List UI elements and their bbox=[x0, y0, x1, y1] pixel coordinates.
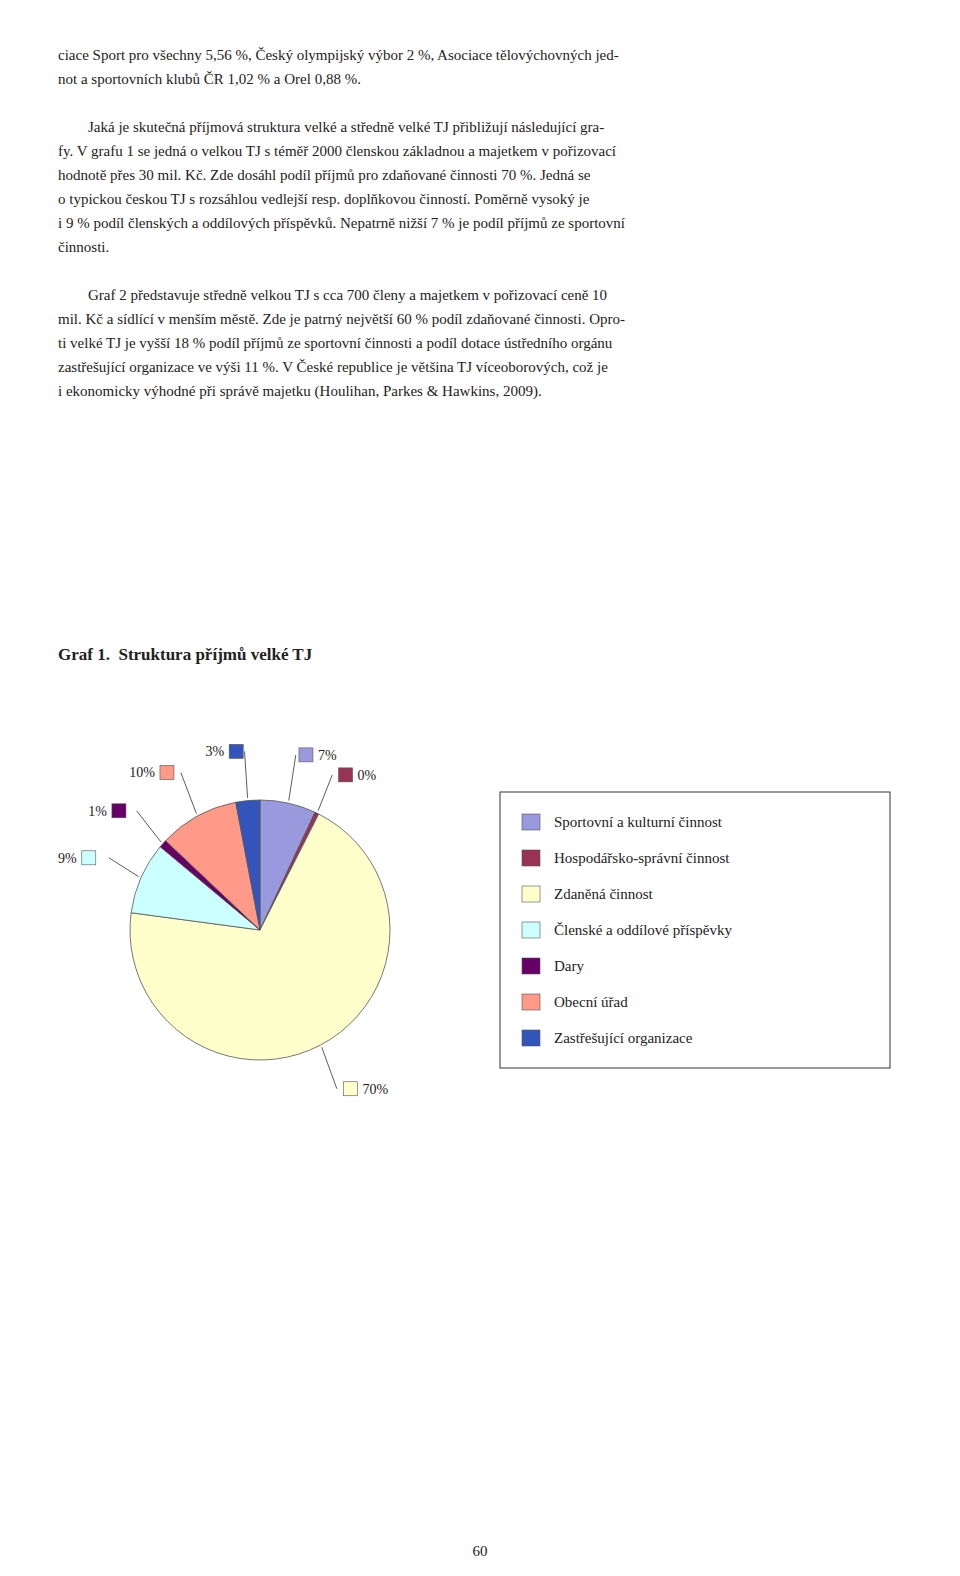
page-number: 60 bbox=[473, 1543, 488, 1559]
data-label: 0% bbox=[358, 768, 377, 783]
leader-line bbox=[245, 751, 248, 798]
body-line: ciace Sport pro všechny 5,56 %, Český ol… bbox=[58, 47, 619, 63]
body-line: činnosti. bbox=[58, 239, 109, 255]
label-swatch bbox=[344, 1082, 358, 1096]
legend: Sportovní a kulturní činnost Hospodářsko-… bbox=[500, 792, 890, 1068]
legend-entry: Hospodářsko-správní činnost bbox=[554, 850, 730, 866]
body-line: zastřešující organizace ve výši 11 %. V … bbox=[58, 359, 608, 375]
leader-line bbox=[181, 773, 197, 814]
data-label: 1% bbox=[88, 804, 107, 819]
legend-entry: Zdaněná činnost bbox=[554, 886, 654, 902]
legend-swatch bbox=[522, 958, 540, 974]
data-label: 7% bbox=[318, 748, 337, 763]
data-label: 70% bbox=[363, 1082, 389, 1097]
legend-swatch bbox=[522, 994, 540, 1010]
legend-entry: Zastřešující organizace bbox=[554, 1030, 693, 1046]
body-line: not a sportovních klubů ČR 1,02 % a Orel… bbox=[58, 71, 361, 87]
data-label: 3% bbox=[206, 744, 225, 759]
label-swatch bbox=[299, 748, 313, 762]
legend-box bbox=[500, 792, 890, 1068]
legend-entry: Sportovní a kulturní činnost bbox=[554, 814, 723, 830]
label-swatch bbox=[112, 804, 126, 818]
body-line: o typickou českou TJ s rozsáhlou vedlejš… bbox=[58, 191, 590, 207]
data-labels: 7% 0% 70% 9% 1% 10% 3% bbox=[58, 744, 388, 1096]
label-swatch bbox=[160, 766, 174, 780]
data-label: 9% bbox=[58, 851, 77, 866]
leader-line bbox=[137, 811, 161, 842]
legend-entry: Obecní úřad bbox=[554, 994, 628, 1010]
slices bbox=[130, 800, 390, 1060]
legend-swatch bbox=[522, 886, 540, 902]
legend-entry: Dary bbox=[554, 958, 584, 974]
chart-title: Graf 1. Struktura příjmů velké TJ bbox=[58, 645, 313, 664]
legend-swatch bbox=[522, 850, 540, 866]
page: ciace Sport pro všechny 5,56 %, Český ol… bbox=[0, 0, 960, 1576]
body-line: fy. V grafu 1 se jedná o velkou TJ s tém… bbox=[58, 143, 616, 159]
legend-swatch bbox=[522, 814, 540, 830]
leader-line bbox=[318, 775, 332, 811]
body-text: ciace Sport pro všechny 5,56 %, Český ol… bbox=[58, 47, 625, 400]
label-swatch bbox=[82, 851, 96, 865]
data-label: 10% bbox=[129, 765, 155, 780]
legend-entry: Členské a oddílové příspěvky bbox=[554, 922, 732, 938]
pie: 7% 0% 70% 9% 1% 10% 3% bbox=[58, 744, 390, 1096]
legend-swatch bbox=[522, 922, 540, 938]
body-line: hodnotě přes 30 mil. Kč. Zde dosáhl podí… bbox=[58, 167, 591, 183]
pie-slice bbox=[236, 800, 260, 930]
body-line: i 9 % podíl členských a oddílových přísp… bbox=[58, 215, 625, 231]
leader-line bbox=[322, 1047, 337, 1088]
body-line: mil. Kč a sídlící v menším městě. Zde je… bbox=[58, 311, 625, 327]
body-line: Jaká je skutečná příjmová struktura velk… bbox=[58, 119, 604, 135]
legend-swatch bbox=[522, 1030, 540, 1046]
body-line: Graf 2 představuje středně velkou TJ s c… bbox=[58, 287, 607, 303]
label-swatch bbox=[339, 768, 353, 782]
body-line: i ekonomicky výhodné při správě majetku … bbox=[58, 383, 542, 400]
leader-line bbox=[289, 755, 296, 801]
label-swatch bbox=[229, 744, 243, 758]
body-line: ti velké TJ je vyšší 18 % podíl příjmů z… bbox=[58, 335, 613, 351]
leader-line bbox=[109, 858, 139, 877]
